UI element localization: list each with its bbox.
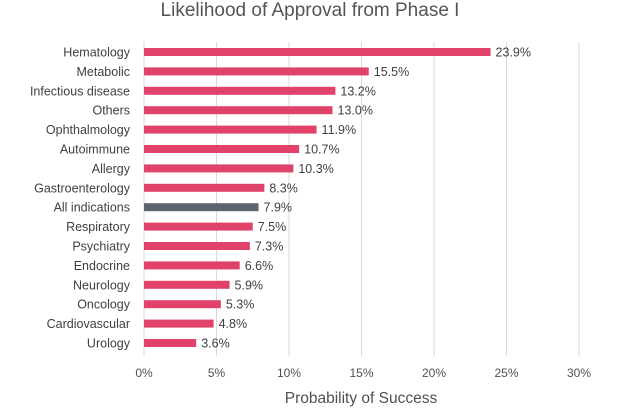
data-label: 5.9% — [235, 278, 263, 292]
bar — [144, 339, 197, 347]
category-label: Infectious disease — [30, 84, 130, 98]
value-labels: 23.9% 15.5% 13.2% 13.0% 11.9% 10.7% 10.3%8.3% 7… — [201, 46, 531, 351]
x-tick-label: 5% — [208, 366, 226, 380]
bar — [144, 86, 336, 95]
data-label: 7.3% — [255, 240, 284, 254]
data-label: 13.0% — [338, 104, 373, 118]
category-label: Ophthalmology — [46, 123, 131, 137]
bar — [144, 125, 317, 134]
x-tick-labels: 0% 5% 10% 15% 20% 25% 30% — [135, 366, 591, 380]
bars — [144, 48, 491, 347]
category-label: Respiratory — [66, 220, 131, 234]
category-label: Metabolic — [77, 65, 131, 79]
category-label: Neurology — [73, 278, 131, 292]
category-label: Others — [92, 104, 130, 118]
bar — [144, 222, 253, 231]
x-tick-label: 30% — [567, 366, 591, 380]
bar — [144, 48, 491, 56]
data-label: 7.5% — [258, 220, 287, 234]
x-tick-label: 15% — [349, 366, 373, 380]
data-label: 6.6% — [245, 259, 274, 273]
data-label: 5.3% — [226, 298, 255, 312]
bar — [144, 67, 369, 76]
data-label: 7.9% — [264, 201, 293, 215]
data-label: 8.3% — [269, 181, 298, 195]
chart-title: Likelihood of Approval from Phase I — [161, 0, 460, 21]
category-label: Hematology — [63, 46, 130, 60]
bar — [144, 300, 221, 309]
bar — [144, 319, 214, 328]
data-label: 11.9% — [322, 123, 357, 137]
bar — [144, 183, 265, 192]
data-label: 10.3% — [298, 162, 333, 176]
data-label: 13.2% — [340, 84, 375, 98]
category-label: Autoimmune — [60, 143, 130, 157]
category-label: Allergy — [92, 162, 131, 176]
data-label: 10.7% — [304, 143, 339, 157]
category-label: Cardiovascular — [47, 317, 130, 331]
data-label: 4.8% — [219, 317, 248, 331]
data-label: 15.5% — [374, 65, 409, 79]
bar — [144, 106, 333, 115]
bar — [144, 280, 230, 289]
data-label: 23.9% — [496, 46, 531, 60]
x-tick-label: 0% — [135, 366, 153, 380]
bar — [144, 145, 300, 153]
category-label: Urology — [87, 337, 131, 351]
x-tick-label: 10% — [277, 366, 301, 380]
bar — [144, 261, 240, 270]
category-label: Endocrine — [74, 259, 130, 273]
bar — [144, 203, 259, 212]
category-label: All indications — [54, 201, 130, 215]
x-axis-label: Probability of Success — [285, 390, 438, 407]
category-label: Psychiatry — [72, 240, 130, 254]
bar — [144, 164, 294, 173]
bar — [144, 242, 250, 250]
x-tick-label: 25% — [494, 366, 518, 380]
x-tick-label: 20% — [422, 366, 446, 380]
data-label: 3.6% — [201, 337, 230, 351]
category-labels: Hematology Metabolic Infectious disease Oth… — [30, 46, 131, 351]
category-label: Gastroenterology — [34, 181, 131, 195]
category-label: Oncology — [77, 298, 131, 312]
